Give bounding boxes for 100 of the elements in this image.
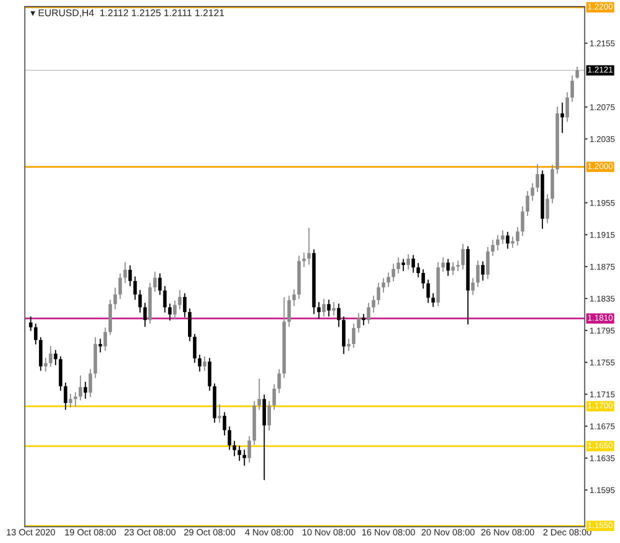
candlestick [416, 262, 420, 278]
ref-line-label: 1.2121 [588, 66, 613, 72]
candlestick [44, 358, 48, 372]
candlestick [382, 278, 386, 293]
candlestick [392, 264, 396, 282]
candlestick [277, 368, 281, 394]
candlestick [248, 436, 252, 463]
candlestick [356, 313, 360, 333]
candlestick [143, 302, 147, 328]
ref-line-label: 1.1700 [588, 402, 613, 408]
candlestick [536, 164, 540, 192]
candlestick [451, 262, 455, 276]
candlestick [292, 289, 296, 306]
y-tick-label: 1.1755 [590, 360, 615, 366]
candlestick [426, 280, 430, 304]
candlestick [560, 102, 564, 134]
ref-line-label: 1.1550 [588, 522, 613, 528]
candlestick [327, 300, 331, 317]
candlestick [516, 226, 520, 246]
candlestick [446, 258, 450, 276]
candlestick [520, 206, 524, 236]
candlestick [332, 302, 336, 316]
candlestick [500, 230, 504, 244]
ref-line-label: 1.2200 [588, 4, 613, 10]
candlestick [337, 304, 340, 328]
candlestick [546, 194, 550, 224]
candlestick [163, 286, 167, 313]
candlestick [317, 302, 321, 320]
ref-line-label: 1.2000 [588, 163, 613, 170]
candlestick [510, 236, 514, 248]
y-tick-label: 1.1635 [590, 455, 615, 462]
candlestick [575, 66, 579, 79]
candlestick [238, 446, 242, 462]
y-tick-label: 1.2075 [590, 104, 615, 110]
candlestick [431, 293, 435, 308]
candlestick [118, 273, 122, 300]
candlestick [128, 265, 132, 286]
y-tick-label: 1.1715 [590, 392, 615, 398]
x-tick-label: 26 Nov 08:00 [481, 529, 534, 536]
candlestick [302, 252, 306, 268]
x-tick-label: 13 Oct 2020 [6, 529, 56, 536]
candlestick [307, 228, 311, 265]
candlestick [84, 382, 88, 399]
y-tick-label: 1.1795 [590, 328, 615, 334]
candlestick [192, 334, 196, 363]
candlestick [48, 346, 52, 367]
candlestick [471, 278, 475, 296]
candlestick [322, 298, 326, 317]
ref-line-label: 1.1650 [588, 442, 613, 448]
candlestick [267, 400, 271, 431]
candlestick [198, 354, 202, 372]
candlestick [486, 246, 490, 280]
candlestick [202, 356, 206, 371]
candlestick [232, 440, 236, 456]
candlestick [362, 314, 366, 326]
candlestick [476, 260, 480, 288]
x-tick-label: 4 Nov 08:00 [245, 529, 294, 536]
x-tick-label: 10 Nov 08:00 [302, 529, 356, 536]
candlestick [242, 450, 246, 466]
candlestick [113, 288, 117, 310]
candlestick [441, 257, 445, 272]
candlestick [183, 293, 186, 318]
candlestick [506, 232, 510, 249]
candlestick [566, 92, 570, 122]
candlestick [133, 276, 137, 300]
candlestick [421, 269, 425, 289]
candlestick [138, 290, 142, 313]
y-tick-label: 1.1915 [590, 232, 615, 238]
x-tick-label: 23 Oct 08:00 [124, 529, 176, 536]
candlestick [258, 378, 262, 410]
x-tick-label: 16 Nov 08:00 [362, 529, 415, 536]
candlestick [366, 302, 370, 324]
candlestick [526, 191, 530, 216]
candlestick [287, 296, 291, 328]
ref-line-label: 1.1810 [588, 314, 613, 321]
y-tick-label: 1.2155 [590, 40, 615, 46]
y-tick-label: 1.1835 [590, 296, 615, 302]
x-tick-label: 19 Oct 08:00 [65, 529, 116, 536]
y-tick-label: 1.1875 [590, 264, 615, 270]
candlestick [570, 75, 574, 102]
y-tick-label: 1.1595 [590, 487, 615, 494]
candlestick [64, 382, 68, 410]
candlestick [481, 261, 485, 281]
candlestick [228, 426, 232, 450]
candlestick [461, 244, 465, 270]
candlestick [78, 375, 82, 400]
candlestick [272, 384, 276, 410]
candlestick [98, 338, 102, 353]
candlestick [402, 258, 406, 272]
candlestick [123, 262, 127, 284]
candlestick [158, 273, 162, 296]
candlestick [104, 327, 108, 351]
candlestick [168, 304, 172, 321]
candlestick [74, 392, 78, 407]
x-tick-label: 29 Oct 08:00 [184, 529, 236, 536]
candlestick [456, 260, 460, 272]
candlestick [412, 254, 416, 273]
candlestick [88, 368, 92, 398]
candlestick [352, 324, 356, 348]
candlestick [386, 272, 390, 288]
